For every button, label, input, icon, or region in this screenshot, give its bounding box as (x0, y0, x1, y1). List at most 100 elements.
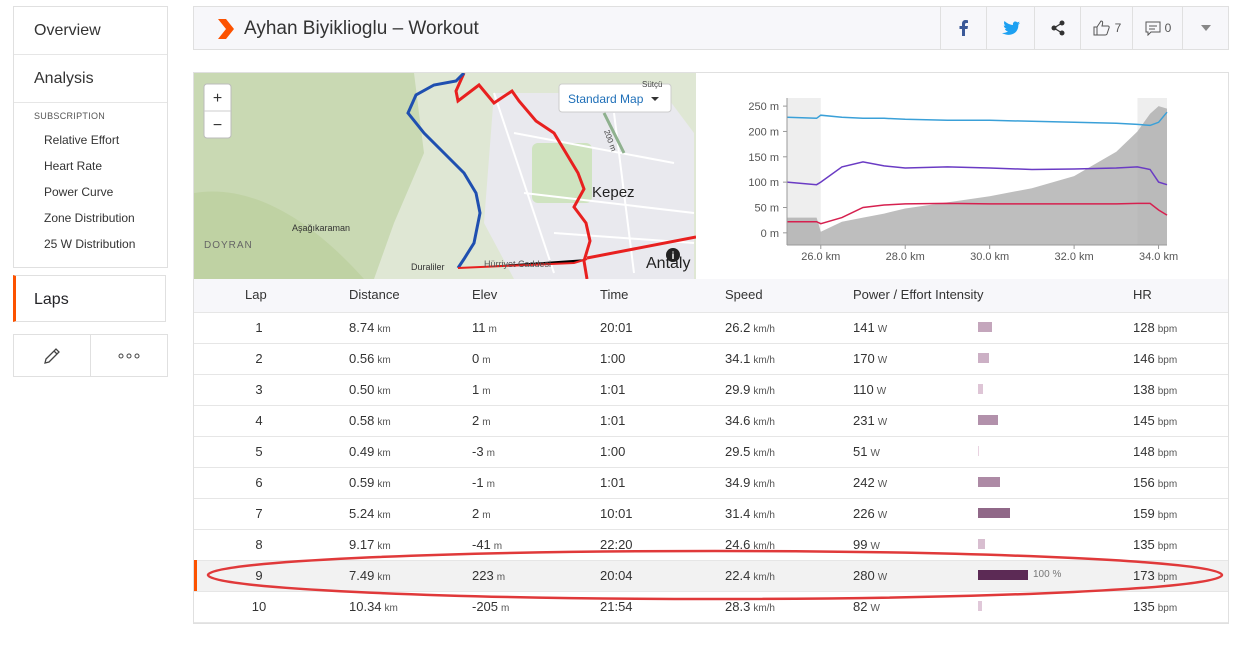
power-unit: W (877, 417, 888, 428)
lap-number: 10 (251, 599, 267, 614)
intensity-bar (978, 322, 992, 332)
distance-unit: km (384, 603, 398, 614)
elevation-unit: m (488, 324, 497, 335)
comments-button[interactable]: 0 (1132, 7, 1183, 49)
facebook-button[interactable] (940, 7, 987, 49)
power-unit: W (877, 510, 888, 521)
power: 99 W (853, 537, 880, 552)
table-bottom (194, 622, 1228, 623)
heart-rate-value: 173 (1133, 568, 1155, 583)
power-value: 51 (853, 444, 868, 459)
elevation-unit: m (486, 479, 495, 490)
map[interactable]: +− Standard Map Kepez Sütçü 200 m Aşağık… (194, 73, 696, 279)
time-value: 22:20 (600, 537, 633, 552)
heart-rate: 156 bpm (1133, 475, 1177, 490)
zoom-control[interactable]: +− (203, 83, 232, 139)
nav-subitem[interactable]: 25 W Distribution (44, 237, 136, 251)
heart-rate: 148 bpm (1133, 444, 1177, 459)
lap-row[interactable] (194, 312, 1228, 343)
map-label: Aşağıkaraman (292, 223, 350, 233)
lap-row[interactable] (194, 498, 1228, 529)
lap-row[interactable] (194, 560, 1228, 591)
speed-unit: km/h (753, 386, 775, 397)
heart-rate-unit: bpm (1157, 355, 1178, 366)
lap-number: 2 (255, 351, 263, 366)
time-value: 20:04 (600, 568, 633, 583)
distance: 9.17 km (349, 537, 391, 552)
kudos-button[interactable]: 7 (1080, 7, 1133, 49)
toolbar (13, 334, 168, 377)
y-tick-label: 250 m (748, 101, 779, 113)
power: 242 W (853, 475, 887, 490)
time-value: 21:54 (600, 599, 633, 614)
heart-rate-value: 145 (1133, 413, 1155, 428)
x-tick-label: 32.0 km (1055, 251, 1094, 263)
nav-subitem[interactable]: Zone Distribution (44, 211, 135, 225)
heart-rate-value: 135 (1133, 599, 1155, 614)
nav-item[interactable]: Analysis (14, 55, 167, 103)
power-unit: W (870, 603, 880, 614)
lap-row[interactable] (194, 374, 1228, 405)
twitter-button[interactable] (986, 7, 1035, 49)
lap-row[interactable] (194, 591, 1228, 622)
speed-unit: km/h (753, 417, 775, 428)
heart-rate-unit: bpm (1157, 510, 1178, 521)
speed-value: 24.6 (725, 537, 751, 552)
power: 82 W (853, 599, 880, 614)
speed: 26.2 km/h (725, 320, 775, 335)
elevation-value: -205 (472, 599, 499, 614)
pencil-icon (44, 347, 60, 364)
y-tick-label: 100 m (748, 177, 779, 189)
dropdown-button[interactable] (1182, 7, 1229, 49)
heart-rate-unit: bpm (1157, 448, 1178, 459)
speed: 34.1 km/h (725, 351, 775, 366)
speed-value: 29.9 (725, 382, 751, 397)
nav-subitem[interactable]: Power Curve (44, 185, 114, 199)
lap-row[interactable] (194, 529, 1228, 560)
speed: 29.5 km/h (725, 444, 775, 459)
lap-row[interactable] (194, 467, 1228, 498)
intensity-bar (978, 415, 998, 425)
sidebar: Overview Analysis SUBSCRIPTION Relative … (13, 6, 168, 268)
edit-button[interactable] (14, 335, 90, 376)
lap-row[interactable] (194, 436, 1228, 467)
nav-subitem[interactable]: Heart Rate (44, 159, 103, 173)
share-button[interactable] (1034, 7, 1081, 49)
more-button[interactable] (90, 335, 167, 376)
y-tick-label: 0 m (761, 228, 779, 240)
distance: 7.49 km (349, 568, 391, 583)
time: 10:01 (600, 506, 633, 521)
heart-rate: 145 bpm (1133, 413, 1177, 428)
svg-text:−: − (213, 117, 222, 134)
elevation-area (787, 106, 1167, 245)
heart-rate-unit: bpm (1157, 572, 1178, 583)
map-style-button[interactable]: Standard Map (558, 83, 672, 113)
speed-value: 34.9 (725, 475, 751, 490)
info-icon[interactable] (666, 248, 680, 262)
elevation: -3 m (472, 444, 495, 459)
elevation-unit: m (482, 510, 491, 521)
highlight-ellipse (206, 549, 1224, 601)
lap-row[interactable] (194, 405, 1228, 436)
distance-value: 7.49 (349, 568, 375, 583)
share-icon (1051, 20, 1065, 36)
lap-row[interactable] (194, 343, 1228, 374)
elevation-value: 2 (472, 506, 480, 521)
nav-item[interactable]: Overview (14, 7, 167, 55)
nav-item-active[interactable]: Laps (13, 275, 166, 322)
lap-number: 1 (255, 320, 263, 335)
power-value: 280 (853, 568, 875, 583)
heart-rate-unit: bpm (1157, 417, 1178, 428)
lap-panel (193, 72, 1229, 624)
power: 231 W (853, 413, 887, 428)
y-tick-label: 200 m (748, 126, 779, 138)
nav-subitem[interactable]: Relative Effort (44, 133, 120, 147)
heart-rate-value: 148 (1133, 444, 1155, 459)
intensity-bar (978, 508, 1010, 518)
elevation: 223 m (472, 568, 505, 583)
intensity-bar (978, 570, 1028, 580)
speed-unit: km/h (753, 355, 775, 366)
lap-number: 3 (255, 382, 263, 397)
map-label: Antaly (646, 255, 690, 272)
